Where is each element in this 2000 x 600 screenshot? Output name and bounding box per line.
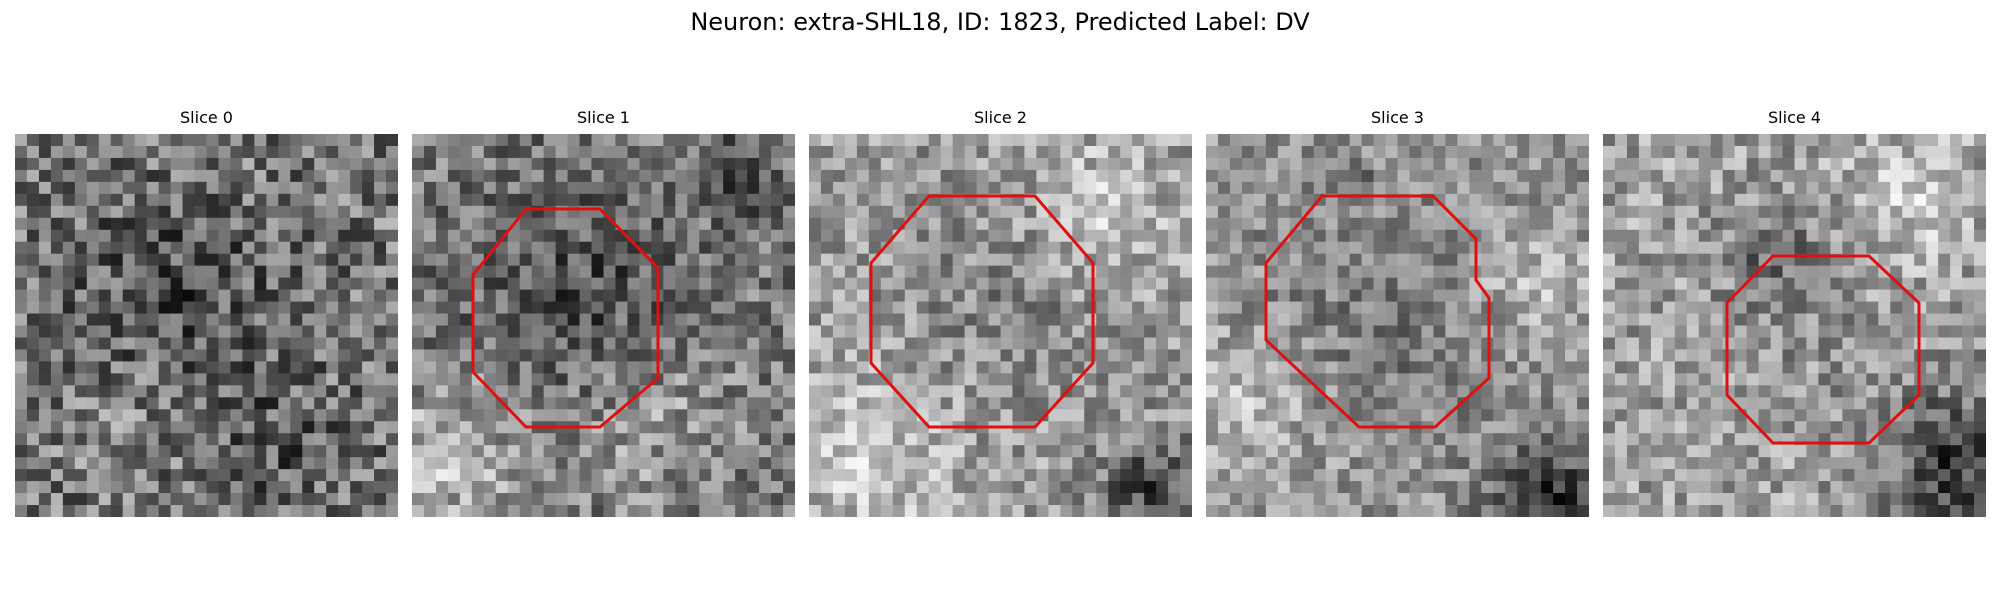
slice-image: [412, 134, 795, 517]
slice-panel-4: Slice 4: [1603, 108, 1986, 517]
slice-title: Slice 0: [15, 108, 398, 128]
slice-title: Slice 2: [809, 108, 1192, 128]
slice-image: [1603, 134, 1986, 517]
slice-panel-0: Slice 0: [15, 108, 398, 517]
slice-image: [1206, 134, 1589, 517]
slice-panel-3: Slice 3: [1206, 108, 1589, 517]
slice-title: Slice 4: [1603, 108, 1986, 128]
slice-panel-1: Slice 1: [412, 108, 795, 517]
slice-title: Slice 3: [1206, 108, 1589, 128]
slice-image: [809, 134, 1192, 517]
slice-panel-2: Slice 2: [809, 108, 1192, 517]
slice-image: [15, 134, 398, 517]
slice-title: Slice 1: [412, 108, 795, 128]
figure-title: Neuron: extra-SHL18, ID: 1823, Predicted…: [0, 6, 2000, 38]
